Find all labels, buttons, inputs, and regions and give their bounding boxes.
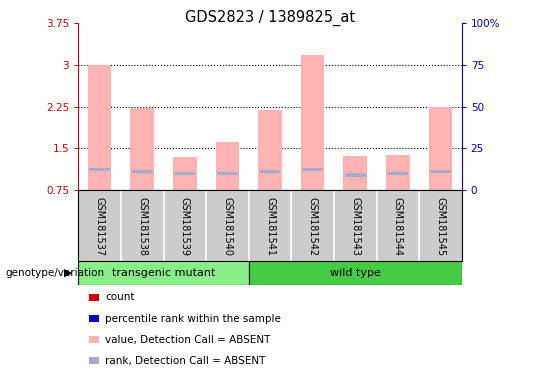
Bar	[215, 142, 239, 190]
Text: GSM181538: GSM181538	[137, 197, 147, 256]
Text: percentile rank within the sample: percentile rank within the sample	[105, 313, 281, 324]
Text: GSM181542: GSM181542	[308, 197, 318, 256]
Bar	[88, 65, 111, 190]
Bar	[260, 170, 280, 173]
Bar	[430, 170, 451, 173]
Bar	[174, 172, 195, 175]
Bar	[258, 111, 282, 190]
Text: wild type: wild type	[330, 268, 381, 278]
Bar	[302, 168, 323, 171]
Bar	[429, 107, 452, 190]
Bar	[343, 156, 367, 190]
Text: GSM181537: GSM181537	[94, 197, 105, 256]
Text: GSM181541: GSM181541	[265, 197, 275, 256]
Bar	[89, 168, 110, 171]
Bar	[249, 261, 462, 285]
Bar	[345, 174, 366, 177]
Bar	[173, 157, 197, 190]
Text: transgenic mutant: transgenic mutant	[112, 268, 215, 278]
Text: GSM181544: GSM181544	[393, 197, 403, 256]
Bar	[132, 170, 152, 173]
Text: ▶: ▶	[64, 268, 73, 278]
Text: rank, Detection Call = ABSENT: rank, Detection Call = ABSENT	[105, 356, 266, 366]
Text: genotype/variation: genotype/variation	[5, 268, 105, 278]
Text: GSM181540: GSM181540	[222, 197, 232, 256]
Text: value, Detection Call = ABSENT: value, Detection Call = ABSENT	[105, 334, 271, 345]
Bar	[131, 108, 154, 190]
Text: GSM181539: GSM181539	[180, 197, 190, 256]
Text: GSM181545: GSM181545	[435, 197, 445, 256]
Text: GSM181543: GSM181543	[350, 197, 360, 256]
Text: count: count	[105, 292, 135, 303]
Bar	[388, 172, 408, 175]
Bar	[217, 172, 238, 175]
Bar	[301, 55, 325, 190]
Text: GDS2823 / 1389825_at: GDS2823 / 1389825_at	[185, 10, 355, 26]
Bar	[78, 261, 249, 285]
Bar	[386, 155, 409, 190]
